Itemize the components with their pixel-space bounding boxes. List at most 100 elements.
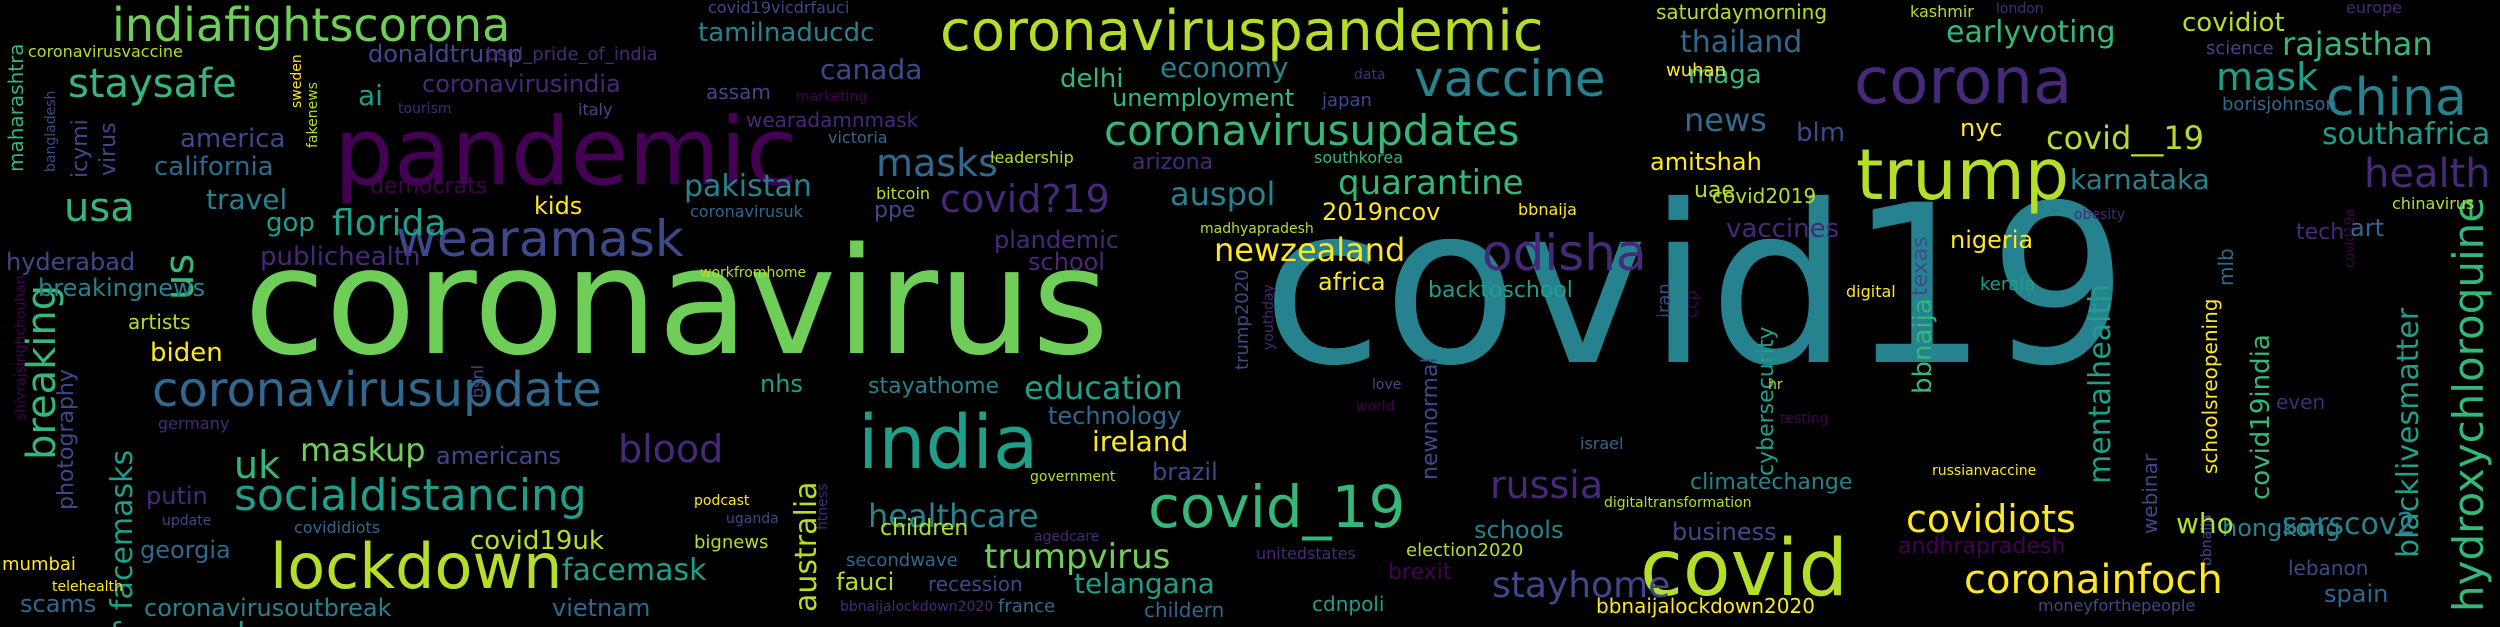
word-florida: florida	[332, 203, 447, 244]
word-mentalhealth: mentalhealth	[2083, 283, 2118, 484]
word-testing: testing	[1780, 411, 1829, 427]
word-trump2020: trump2020	[1232, 269, 1253, 370]
word-delhi: delhi	[1060, 64, 1124, 94]
word-podcast: podcast	[694, 493, 750, 509]
word-russianvaccine: russianvaccine	[1932, 463, 2037, 479]
word-london: london	[1996, 1, 2044, 17]
word-kashmir: kashmir	[1910, 2, 1974, 21]
word-democrats: democrats	[370, 174, 488, 199]
word-virus: virus	[96, 122, 121, 176]
word-hyderabad: hyderabad	[6, 248, 136, 276]
word-gop: gop	[266, 208, 315, 238]
word-bsnl_pride_of_india: bsnl_pride_of_india	[486, 44, 658, 65]
word-coronavirus: coronavirus	[244, 216, 1110, 388]
word-masks: masks	[876, 141, 998, 185]
word-borisjohnson: borisjohnson	[2222, 94, 2337, 115]
word-italy: italy	[578, 100, 613, 119]
word-digital: digital	[1846, 282, 1896, 301]
word-trumpvirus: trumpvirus	[984, 537, 1171, 577]
word-bignews: bignews	[694, 532, 769, 553]
word-coronavirusupdate: coronavirusupdate	[152, 362, 602, 418]
word-texas: texas	[1908, 236, 1933, 296]
word-vietnam: vietnam	[552, 594, 651, 622]
word-business: business	[1672, 518, 1777, 546]
word-maskup: maskup	[300, 431, 426, 469]
word-wuhan: wuhan	[1666, 60, 1726, 81]
word-americans: americans	[436, 442, 562, 470]
word-government: government	[1030, 469, 1116, 485]
word-georgia: georgia	[140, 536, 231, 564]
word-marketing: marketing	[796, 89, 868, 105]
word-cybersecurity: cybersecurity	[1754, 326, 1779, 477]
word-covid19india: covid19india	[2246, 334, 2276, 500]
word-covid__19: covid__19	[2046, 119, 2205, 157]
word-education: education	[1024, 369, 1183, 407]
word-data: data	[1354, 67, 1386, 83]
word-obesity: obesity	[2074, 207, 2126, 223]
word-coronavirusoutbreak: coronavirusoutbreak	[144, 594, 392, 622]
word-health: health	[2364, 151, 2491, 197]
word-covid2019: covid2019	[1712, 184, 1817, 208]
word-maga: maga	[1688, 60, 1762, 90]
word-lockdown: lockdown	[270, 530, 563, 603]
word-brexit: brexit	[1388, 560, 1452, 585]
word-india: india	[858, 400, 1039, 486]
word-art: art	[2350, 214, 2384, 242]
word-facemask: facemask	[562, 553, 707, 588]
word-israel: israel	[1580, 434, 1624, 453]
word-southkorea: southkorea	[1314, 148, 1404, 167]
word-science: science	[2206, 38, 2274, 59]
word-ireland: ireland	[1092, 425, 1189, 458]
word-technology: technology	[1048, 402, 1182, 430]
word-mlb: mlb	[2214, 248, 2238, 286]
word-corona: corona	[1854, 45, 2073, 119]
word-victoria: victoria	[828, 128, 888, 147]
word-california: california	[154, 152, 274, 182]
word-putin: putin	[146, 482, 208, 510]
word-hydroxychloroquine: hydroxychloroquine	[2444, 196, 2493, 612]
word-bbnaija-h: bbnaija	[1518, 200, 1577, 219]
word-bitcoin: bitcoin	[876, 184, 931, 203]
word-covidiot: covidiot	[2182, 8, 2285, 38]
word-madhyapradesh: madhyapradesh	[1200, 221, 1314, 237]
word-fakenews: fakenews	[305, 82, 321, 148]
word-shivrajsinghchouhan: shivrajsinghchouhan	[13, 275, 29, 420]
word-vaccine: vaccine	[1414, 50, 1606, 108]
word-world: world	[1356, 399, 1395, 415]
word-japan: japan	[1322, 90, 1372, 111]
word-nhs: nhs	[760, 370, 803, 398]
word-youthday: youthday	[1261, 284, 1277, 350]
word-fitness: fitness	[815, 483, 831, 530]
word-schools: schools	[1474, 516, 1564, 544]
word-travel: travel	[206, 183, 288, 216]
word-china: china	[2326, 68, 2467, 128]
word-school: school	[1028, 248, 1105, 276]
word-karnataka: karnataka	[2070, 163, 2210, 196]
word-russia: russia	[1490, 463, 1604, 507]
word-leadership: leadership	[990, 148, 1074, 167]
word-andhrapradesh: andhrapradesh	[1898, 534, 2066, 559]
word-publichealth: publichealth	[260, 242, 421, 272]
word-coronaviruspandemic: coronaviruspandemic	[940, 0, 1544, 64]
word-america: america	[180, 124, 286, 154]
word-thailand: thailand	[1680, 25, 1803, 60]
word-bbnaijialockdown: bbnaijalockdown2020	[840, 599, 994, 615]
word-coronavirusuk: coronavirusuk	[690, 202, 803, 221]
word-bangladesh: bangladesh	[43, 90, 59, 172]
word-covid19vicdrfauci: covid19vicdrfauci	[708, 0, 850, 17]
word-moneyforthepeople: moneyforthepeople	[2038, 596, 2196, 615]
word-europe: europe	[2346, 0, 2402, 17]
word-nyc: nyc	[1960, 114, 2003, 142]
word-uganda: uganda	[726, 511, 779, 527]
word-mask: mask	[2216, 55, 2319, 99]
word-healthcare: healthcare	[868, 497, 1039, 535]
word-hr: hr	[1768, 377, 1783, 393]
word-artists: artists	[128, 310, 191, 334]
word-mumbai: mumbai	[2, 554, 76, 575]
word-arizona: arizona	[1132, 150, 1214, 175]
word-newzealand: newzealand	[1214, 231, 1406, 269]
word-brazil: brazil	[1152, 458, 1218, 486]
word-earlyvoting: earlyvoting	[1946, 15, 2116, 50]
word-wearadamnmask: wearadamnmask	[746, 108, 919, 132]
word-pakistan: pakistan	[684, 169, 812, 204]
